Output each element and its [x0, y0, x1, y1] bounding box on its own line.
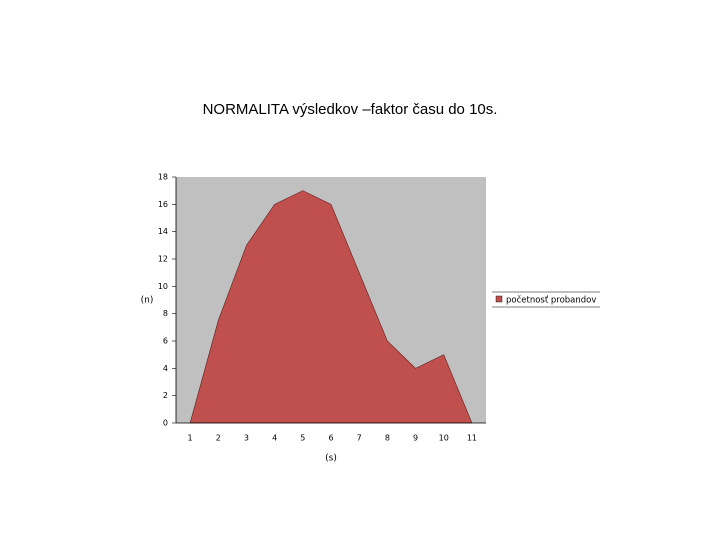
x-axis-label: (s) — [325, 454, 337, 464]
x-tick-label: 11 — [467, 434, 477, 443]
x-tick-label: 9 — [413, 434, 418, 443]
area — [189, 190, 473, 424]
legend-swatch — [495, 295, 503, 303]
x-tick-label: 4 — [272, 434, 277, 443]
chart-title: NORMALITA výsledkov –faktor času do 10s. — [203, 101, 498, 118]
x-tick-label: 8 — [385, 434, 390, 443]
y-tick-label: 8 — [163, 309, 168, 318]
y-tick-label: 18 — [158, 173, 168, 182]
y-tick-label: 16 — [158, 200, 168, 209]
y-tick-label: 12 — [158, 255, 168, 264]
y-tick-label: 10 — [158, 282, 168, 291]
y-axis-label: (n) — [141, 296, 154, 306]
y-tick-label: 0 — [163, 419, 168, 428]
x-tick-label: 5 — [300, 434, 305, 443]
y-tick-label: 14 — [158, 227, 168, 236]
x-tick-label: 3 — [244, 434, 249, 443]
legend-label: početnosť probandov — [506, 295, 596, 306]
x-tick-label: 1 — [188, 434, 193, 443]
y-tick-label: 2 — [163, 391, 168, 400]
x-tick-label: 6 — [328, 434, 333, 443]
x-tick-label: 10 — [439, 434, 449, 443]
x-tick-label: 2 — [216, 434, 221, 443]
y-tick-label: 4 — [163, 364, 168, 373]
y-tick-label: 6 — [163, 337, 168, 346]
x-tick-label: 7 — [357, 434, 362, 443]
